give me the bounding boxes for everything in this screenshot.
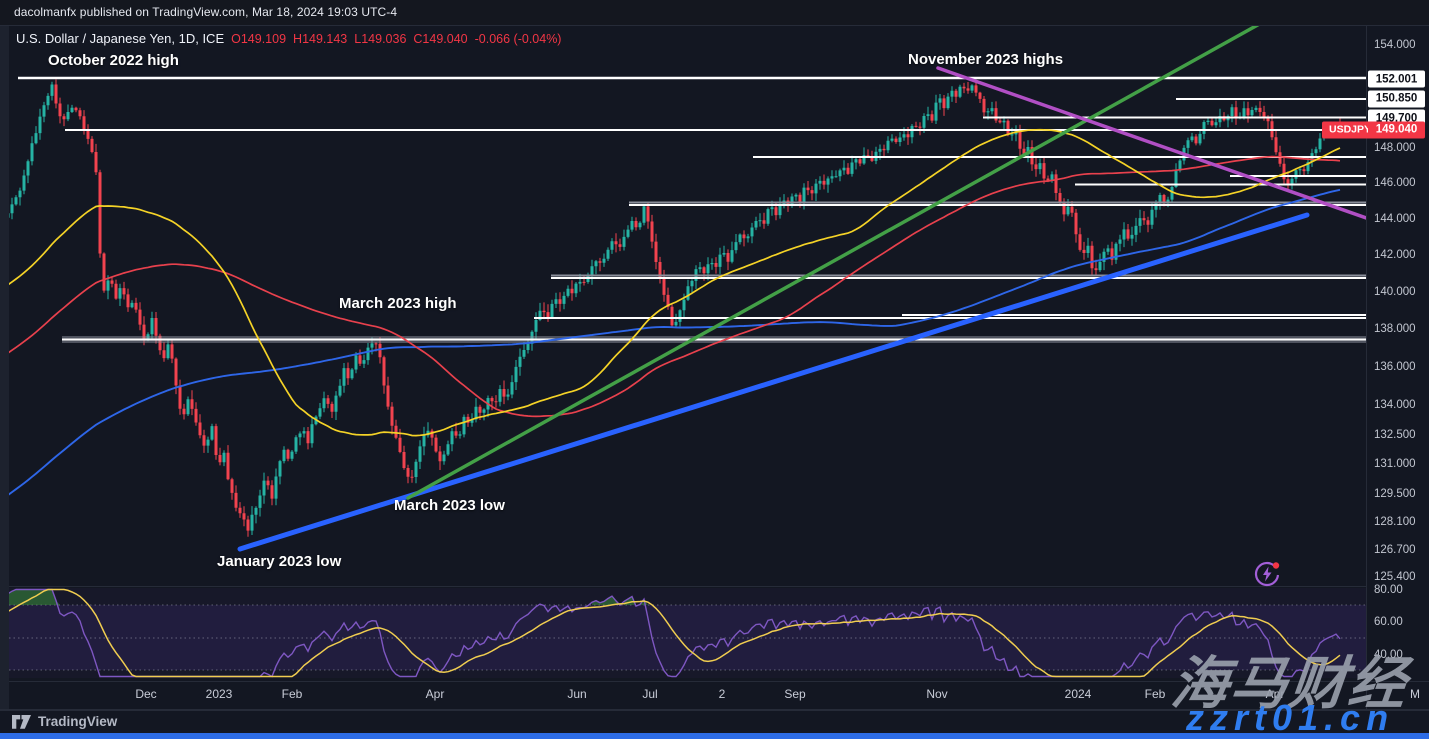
symbol-title: U.S. Dollar / Japanese Yen, 1D, ICE — [16, 31, 225, 46]
ohlc-h: H149.143 — [293, 32, 348, 46]
sma-100-line — [9, 155, 1341, 418]
chart-annotation: January 2023 low — [217, 553, 342, 570]
ohlc-o: O149.109 — [231, 32, 287, 46]
price-tick[interactable]: 140.000 — [1374, 285, 1416, 298]
price-tick[interactable]: 126.700 — [1374, 544, 1416, 557]
price-tick[interactable]: 125.400 — [1374, 571, 1416, 584]
rsi-scale-tick[interactable]: 60.00 — [1374, 616, 1403, 628]
publish-info-text: dacolmanfx published on TradingView.com,… — [14, 5, 398, 19]
sma-200-line — [9, 188, 1341, 496]
lightning-bolt-icon — [1263, 566, 1272, 582]
bottom-blue-strip — [0, 733, 1429, 739]
time-tick[interactable]: Apr — [425, 687, 445, 701]
price-tick[interactable]: 138.000 — [1374, 323, 1416, 336]
ohlc-c: C149.040 — [413, 32, 468, 46]
rsi-scale-tick[interactable]: 80.00 — [1374, 584, 1403, 596]
down-candle-bodies — [54, 84, 1342, 531]
time-tick[interactable]: Jul — [642, 687, 658, 701]
left-margin-strip — [0, 25, 9, 710]
down-candle-wicks — [55, 79, 1341, 537]
tradingview-brand[interactable]: TradingView — [12, 714, 117, 729]
time-tick[interactable]: Sep — [784, 687, 806, 701]
price-tick[interactable]: 144.000 — [1374, 213, 1416, 225]
symbol-info-row[interactable]: U.S. Dollar / Japanese Yen, 1D, ICE O149.… — [16, 31, 561, 46]
price-pane — [9, 26, 1366, 552]
time-tick[interactable]: M — [1410, 687, 1420, 701]
price-tick[interactable]: 142.000 — [1374, 249, 1416, 262]
tradingview-brand-label: TradingView — [38, 714, 118, 729]
time-tick[interactable]: Feb — [1144, 687, 1166, 701]
time-tick[interactable]: Dec — [135, 687, 157, 701]
rsi-pane — [9, 588, 1366, 678]
price-tick[interactable]: 148.000 — [1374, 142, 1416, 155]
rising-support-mar-2023-low — [406, 26, 1260, 500]
footer-bar: TradingView — [0, 710, 1429, 734]
price-tick[interactable]: 128.100 — [1374, 515, 1416, 528]
time-tick[interactable]: Nov — [926, 687, 948, 701]
falling-res-nov-2023-high — [936, 66, 1366, 220]
last-price-label: 149.040 — [1368, 121, 1425, 139]
ohlc-values: O149.109 H149.143 L149.036 C149.040 -0.066 (… — [231, 32, 561, 46]
price-tick[interactable]: 154.000 — [1374, 39, 1416, 52]
price-tick[interactable]: 131.000 — [1374, 458, 1416, 470]
time-tick[interactable]: 2 — [718, 687, 726, 701]
price-tick[interactable]: 136.000 — [1374, 361, 1416, 374]
chart-annotation: November 2023 highs — [908, 51, 1064, 68]
flash-publish-icon[interactable] — [1252, 558, 1282, 588]
chart-annotation: October 2022 high — [48, 52, 179, 69]
price-change: -0.066 (-0.04%) — [474, 32, 562, 46]
rsi-scale-tick[interactable]: 40.00 — [1374, 649, 1403, 661]
price-tick[interactable]: 146.000 — [1374, 177, 1416, 190]
sma-50-line — [9, 128, 1341, 437]
chart-annotation: March 2023 low — [394, 497, 505, 514]
time-tick[interactable]: Apr — [1265, 687, 1285, 701]
time-tick[interactable]: 2024 — [1064, 687, 1092, 701]
notification-dot — [1272, 562, 1280, 569]
price-tick[interactable]: 129.500 — [1374, 487, 1416, 500]
ohlc-l: L149.036 — [354, 32, 407, 46]
time-tick[interactable]: 2023 — [205, 687, 233, 701]
symbol-price-tag: USDJPY — [1322, 121, 1379, 139]
price-line-label: 150.850 — [1368, 90, 1425, 108]
price-tick[interactable]: 132.500 — [1374, 428, 1416, 441]
price-tick[interactable]: 134.000 — [1374, 399, 1416, 412]
rsi-ma-line — [9, 588, 1341, 678]
publish-info-bar: dacolmanfx published on TradingView.com,… — [0, 0, 1429, 25]
price-line-label: 152.001 — [1368, 70, 1425, 88]
time-tick[interactable]: Feb — [281, 687, 303, 701]
tradingview-logo-icon — [12, 714, 31, 729]
time-tick[interactable]: Jun — [567, 687, 587, 701]
watermark-url: zzrt01.cn — [1186, 697, 1395, 738]
chart-annotation: March 2023 high — [339, 295, 457, 312]
